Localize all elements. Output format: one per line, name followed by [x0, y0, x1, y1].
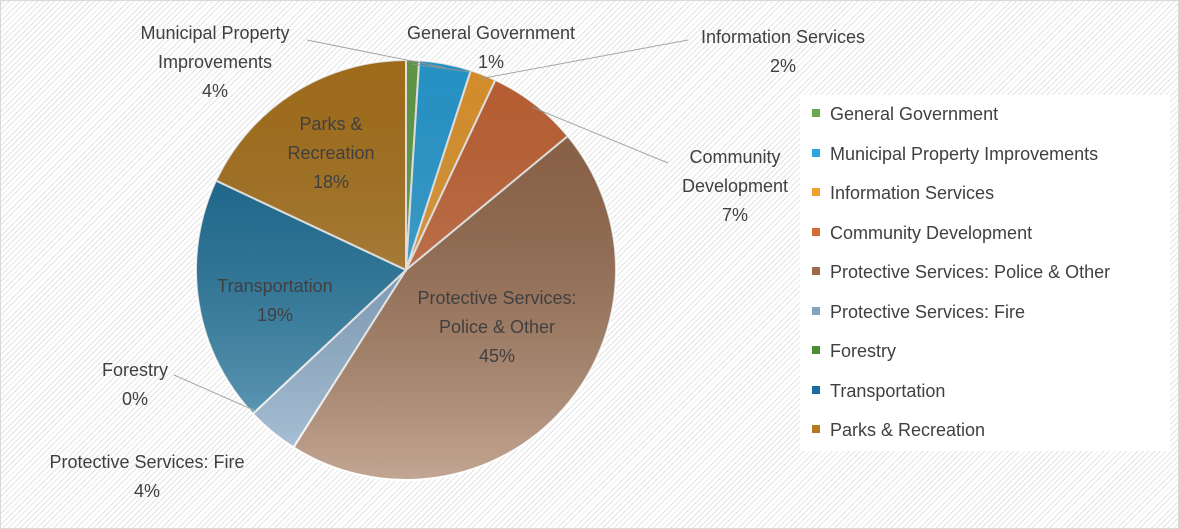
data-label: General Government 1%: [381, 19, 601, 77]
legend-label: Municipal Property Improvements: [830, 143, 1099, 164]
label-name: Information Services: [700, 27, 866, 47]
label-name: General Government: [406, 23, 576, 43]
label-name: Community Development: [681, 147, 789, 196]
legend-swatch: [812, 148, 820, 157]
legend-item: Parks & Recreation: [812, 420, 985, 441]
data-label: Transportation 19%: [195, 272, 355, 330]
data-label: Parks & Recreation 18%: [271, 110, 391, 197]
label-value: 7%: [721, 205, 748, 225]
label-name: Parks & Recreation: [287, 114, 375, 163]
legend-item: General Government: [812, 104, 998, 125]
legend-swatch: [812, 188, 820, 197]
legend-item: Community Development: [812, 223, 1032, 244]
label-name: Municipal Property Improvements: [140, 23, 290, 72]
label-value: 19%: [256, 305, 294, 325]
pie: [195, 58, 617, 482]
label-value: 4%: [133, 481, 160, 501]
legend-label: Parks & Recreation: [830, 420, 986, 440]
label-name: Transportation: [217, 276, 333, 296]
legend-item: Transportation: [812, 381, 945, 402]
legend-swatch: [812, 306, 820, 315]
legend-label: Community Development: [830, 222, 1033, 243]
data-label: Community Development 7%: [665, 143, 805, 230]
legend-label: Forestry: [830, 341, 897, 361]
label-value: 18%: [312, 172, 350, 192]
legend-label: Transportation: [830, 380, 946, 401]
legend-label: General Government: [830, 104, 999, 124]
legend-item: Forestry: [812, 341, 896, 362]
legend-label: Protective Services: Fire: [830, 301, 1026, 322]
label-name: Protective Services: Fire: [49, 452, 245, 472]
legend-item: Protective Services: Police & Other: [812, 262, 1110, 283]
legend-swatch: [812, 227, 820, 236]
data-label: Municipal Property Improvements 4%: [110, 19, 320, 106]
label-value: 2%: [769, 56, 796, 76]
label-value: 0%: [121, 389, 148, 409]
legend-swatch: [812, 425, 820, 434]
label-name: Protective Services: Police & Other: [417, 288, 577, 337]
label-value: 45%: [478, 346, 516, 366]
label-name: Forestry: [101, 360, 168, 380]
legend-label: Information Services: [830, 183, 995, 203]
data-label: Information Services 2%: [673, 23, 893, 81]
label-value: 4%: [201, 81, 228, 101]
legend-item: Information Services: [812, 183, 994, 204]
label-value: 1%: [477, 52, 504, 72]
legend-swatch: [812, 346, 820, 355]
legend-item: Protective Services: Fire: [812, 302, 1025, 323]
data-label: Protective Services: Fire 4%: [42, 448, 252, 506]
data-label: Forestry 0%: [75, 356, 195, 414]
legend-swatch: [812, 385, 820, 394]
data-label: Protective Services: Police & Other 45%: [397, 284, 597, 371]
legend-label: Protective Services: Police & Other: [830, 262, 1111, 282]
legend-swatch: [812, 109, 820, 118]
legend-swatch: [812, 267, 820, 276]
legend: General Government Municipal Property Imp…: [800, 95, 1170, 451]
legend-item: Municipal Property Improvements: [812, 144, 1098, 165]
